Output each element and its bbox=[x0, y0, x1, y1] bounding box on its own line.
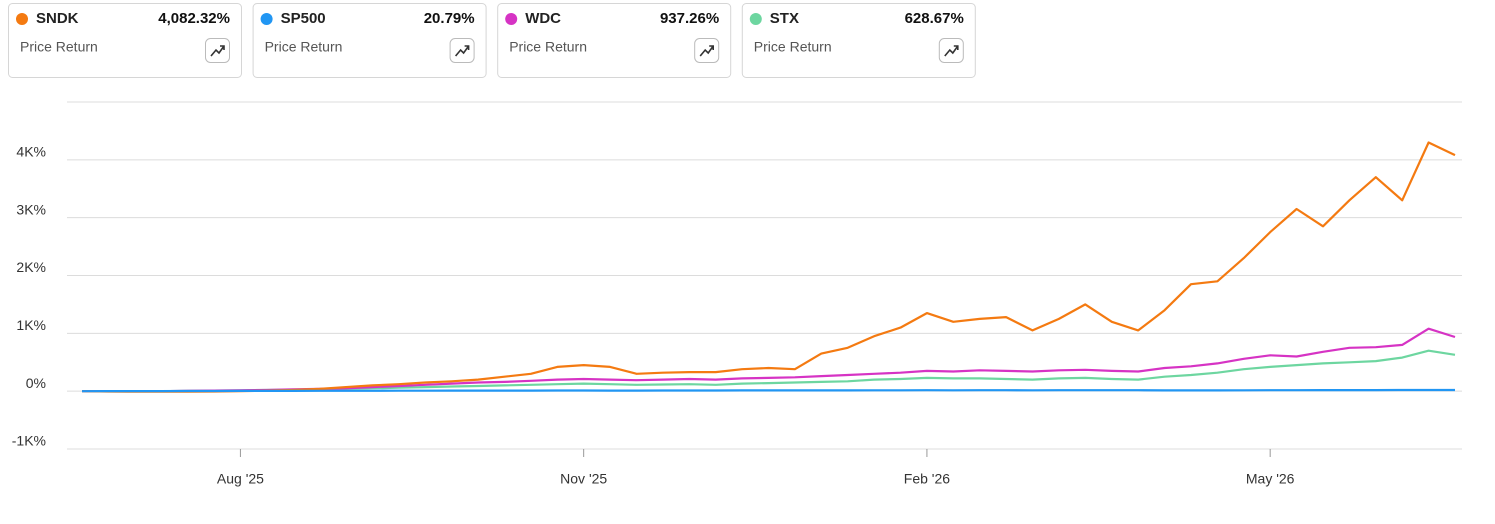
legend-dot bbox=[505, 13, 518, 25]
card-box bbox=[8, 3, 242, 78]
legend-name: STX bbox=[770, 10, 799, 27]
x-tick-label: Nov '25 bbox=[560, 471, 607, 487]
x-tick-label: Feb '26 bbox=[904, 471, 950, 487]
legend-card[interactable]: SNDK 4,082.32% Price Return bbox=[8, 3, 242, 78]
return-value: 4,082.32% bbox=[158, 10, 230, 27]
metric-label: Price Return bbox=[20, 39, 98, 55]
card-box bbox=[741, 3, 976, 78]
card-box bbox=[252, 3, 487, 78]
series-line bbox=[82, 327, 1456, 393]
legend-card[interactable]: STX 628.67% Price Return bbox=[741, 3, 976, 78]
y-tick-label: 0% bbox=[26, 375, 46, 391]
y-tick-label: 1K% bbox=[16, 317, 46, 333]
metric-label: Price Return bbox=[509, 39, 587, 55]
x-tick-label: Aug '25 bbox=[217, 471, 264, 487]
x-tick-label: May '26 bbox=[1246, 471, 1295, 487]
return-value: 937.26% bbox=[660, 10, 719, 27]
legend-card[interactable]: WDC 937.26% Price Return bbox=[497, 3, 732, 78]
y-tick-label: -1K% bbox=[12, 433, 46, 449]
trend-icon bbox=[699, 45, 714, 57]
y-tick-label: 3K% bbox=[16, 201, 46, 217]
y-tick-label: 4K% bbox=[16, 144, 46, 160]
legend-card[interactable]: SP500 20.79% Price Return bbox=[252, 3, 487, 78]
legend-name: SNDK bbox=[36, 10, 79, 27]
legend-name: SP500 bbox=[281, 10, 326, 27]
return-value: 20.79% bbox=[424, 10, 475, 27]
return-value: 628.67% bbox=[905, 10, 964, 27]
legend-dot bbox=[260, 13, 273, 25]
trend-icon bbox=[210, 45, 225, 57]
card-box bbox=[497, 3, 732, 78]
series-line bbox=[81, 141, 1456, 393]
trend-icon bbox=[454, 45, 470, 57]
trend-icon bbox=[944, 45, 959, 57]
y-tick-label: 2K% bbox=[16, 259, 46, 275]
metric-label: Price Return bbox=[754, 39, 832, 55]
legend-dot bbox=[749, 13, 762, 25]
legend-name: WDC bbox=[525, 10, 561, 27]
legend-dot bbox=[16, 13, 28, 25]
series-line bbox=[81, 388, 1455, 393]
metric-label: Price Return bbox=[265, 39, 343, 55]
series-line bbox=[82, 349, 1456, 393]
